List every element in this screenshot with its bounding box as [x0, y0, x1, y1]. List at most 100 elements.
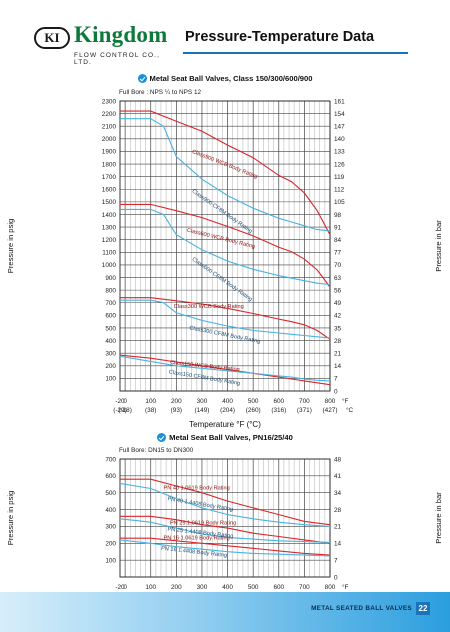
chart1-series-line — [120, 208, 331, 286]
chart1-y-tick-label: 1400 — [102, 212, 117, 219]
check-bullet-icon — [157, 433, 167, 442]
chart2-y-tick-label: 600 — [105, 473, 116, 480]
title-underline — [183, 52, 408, 54]
chart1-x-axis-title: Temperature °F (°C) — [189, 420, 261, 429]
chart1-y-tick-label: 1900 — [102, 149, 117, 156]
chart1-y-tick-label: 1800 — [102, 161, 117, 168]
chart1-y2-tick-label: 84 — [334, 237, 342, 244]
chart2-x-tick-label: -20 — [115, 584, 125, 591]
chart2-series-label: PN 16 1.0619 Body Rating — [164, 536, 230, 542]
chart1-y-tick-label: 300 — [105, 350, 116, 357]
chart2-y-tick-label: 700 — [105, 456, 116, 463]
chart1-y-tick-label: 1300 — [102, 224, 117, 231]
chart1-x-tick-label: 100 — [145, 398, 156, 405]
chart1-y-tick-label: 1200 — [102, 237, 117, 244]
chart2-series-line — [119, 518, 331, 543]
chart2-series-label: PN 40 1.0619 Body Rating — [164, 485, 230, 491]
chart1-x-tick-label: 700 — [299, 398, 310, 405]
chart2-series-line — [119, 539, 331, 557]
chart1-y-tick-label: 500 — [105, 325, 116, 332]
chart1-y2-tick-label: 126 — [334, 161, 345, 168]
chart1-y2-tick-label: 21 — [334, 350, 342, 357]
chart2-y-tick-label: 400 — [105, 507, 116, 514]
chart1-y2-tick-label: 28 — [334, 338, 342, 345]
chart1-y2-tick-label: 7 — [334, 376, 338, 383]
chart1-y-tick-label: 100 — [105, 376, 116, 383]
chart1-subtitle: Full Bore : NPS ¼ to NPS 12 — [119, 89, 202, 96]
chart2-y2-tick-label: 0 — [334, 574, 338, 581]
chart2-x-tick-label: 800 — [325, 584, 336, 591]
chart1-y2-tick-label: 161 — [334, 98, 345, 105]
chart2-series-line — [120, 515, 331, 544]
chart1-pressure-temperature: 1002003004005006007008009001000110012001… — [6, 98, 443, 429]
chart2-y-tick-label: 300 — [105, 524, 116, 531]
chart1-y2-tick-label: 56 — [334, 287, 342, 294]
chart2-y-tick-label: 500 — [105, 490, 116, 497]
chart1-y2-tick-label: 154 — [334, 111, 345, 118]
chart2-heading: Metal Seat Ball Valves, PN16/25/40 — [0, 433, 450, 442]
chart1-series-line — [120, 110, 331, 235]
chart2-series-line — [120, 537, 331, 556]
chart1-y-tick-label: 600 — [105, 313, 116, 320]
chart1-x-unit-c: °C — [346, 406, 354, 414]
chart1-y-tick-label: 2000 — [102, 136, 117, 143]
chart2-series-line — [120, 478, 331, 526]
chart1-x-tick-label-c: (316) — [271, 407, 286, 414]
chart1-y-tick-label: 900 — [105, 275, 116, 282]
chart2-x-tick-label: 100 — [145, 584, 156, 591]
chart1-series-line — [119, 355, 331, 382]
chart1-y2-tick-label: 35 — [334, 325, 342, 332]
chart1-series-label: Class300 WCB Body Rating — [174, 304, 244, 310]
chart1-y2-axis-title: Pressure in bar — [434, 220, 443, 272]
chart1-y-tick-label: 400 — [105, 338, 116, 345]
chart1-y2-tick-label: 98 — [334, 212, 342, 219]
chart1-y-tick-label: 2300 — [102, 98, 117, 105]
chart2-y2-tick-label: 48 — [334, 456, 342, 463]
chart2-subtitle: Full Bore: DN15 to DN300 — [119, 447, 194, 454]
chart2-y-tick-label: 100 — [105, 557, 116, 564]
chart1-x-tick-label-c: (427) — [323, 407, 338, 414]
chart1-heading-text: Metal Seat Ball Valves, Class 150/300/60… — [149, 74, 313, 83]
chart2-y-tick-label: 200 — [105, 541, 116, 548]
chart1-x-tick-label-c: (260) — [246, 407, 261, 414]
chart1-x-tick-label-c: (38) — [145, 407, 156, 414]
chart1-y-tick-label: 1500 — [102, 199, 117, 206]
chart2-x-unit-f: °F — [342, 583, 349, 591]
chart1-y-tick-label: 1700 — [102, 174, 117, 181]
chart1-y2-tick-label: 70 — [334, 262, 342, 269]
chart2-x-tick-label: 200 — [171, 584, 182, 591]
chart1-y2-tick-label: 133 — [334, 149, 345, 156]
chart2-y-axis-title: Pressure in psig — [6, 491, 15, 545]
chart1-y-tick-label: 1600 — [102, 187, 117, 194]
footer-band: METAL SEATED BALL VALVES 22 — [0, 592, 450, 632]
chart1-x-tick-label-c: (371) — [297, 407, 312, 414]
chart1-y2-tick-label: 14 — [334, 363, 342, 370]
chart1-series-line — [120, 203, 331, 288]
chart1-x-tick-label-c: (-18) — [118, 407, 132, 414]
check-bullet-icon — [137, 74, 147, 83]
chart2-y2-tick-label: 14 — [334, 541, 342, 548]
company-logo: KI Kingdom FLOW CONTROL CO., LTD. — [34, 22, 174, 66]
chart1-y-tick-label: 1100 — [102, 250, 116, 257]
page-header: KI Kingdom FLOW CONTROL CO., LTD. Pressu… — [0, 0, 450, 70]
chart1-y2-tick-label: 119 — [334, 174, 345, 181]
chart1-y-tick-label: 2200 — [102, 111, 117, 118]
chart1-y2-tick-label: 105 — [334, 199, 345, 206]
chart1-x-tick-label-c: (93) — [171, 407, 182, 414]
chart1-x-tick-label: 300 — [197, 398, 208, 405]
logo-badge: KI — [34, 27, 70, 49]
chart2-x-tick-label: 500 — [248, 584, 259, 591]
chart1-series-line — [120, 297, 331, 340]
chart1-y2-tick-label: 0 — [334, 388, 338, 395]
logo-wordmark: Kingdom — [74, 22, 168, 47]
chart1-x-tick-label: 800 — [325, 398, 336, 405]
chart2-x-tick-label: 400 — [222, 584, 233, 591]
chart1-y-tick-label: 800 — [105, 287, 116, 294]
chart1-y2-tick-label: 49 — [334, 300, 342, 307]
chart2-y2-tick-label: 34 — [334, 490, 342, 497]
chart1-y2-tick-label: 147 — [334, 124, 345, 131]
chart1-y2-tick-label: 91 — [334, 224, 342, 231]
chart1-x-tick-label-c: (204) — [220, 407, 235, 414]
page-number: 22 — [416, 602, 430, 615]
chart1-series-line — [120, 118, 331, 232]
